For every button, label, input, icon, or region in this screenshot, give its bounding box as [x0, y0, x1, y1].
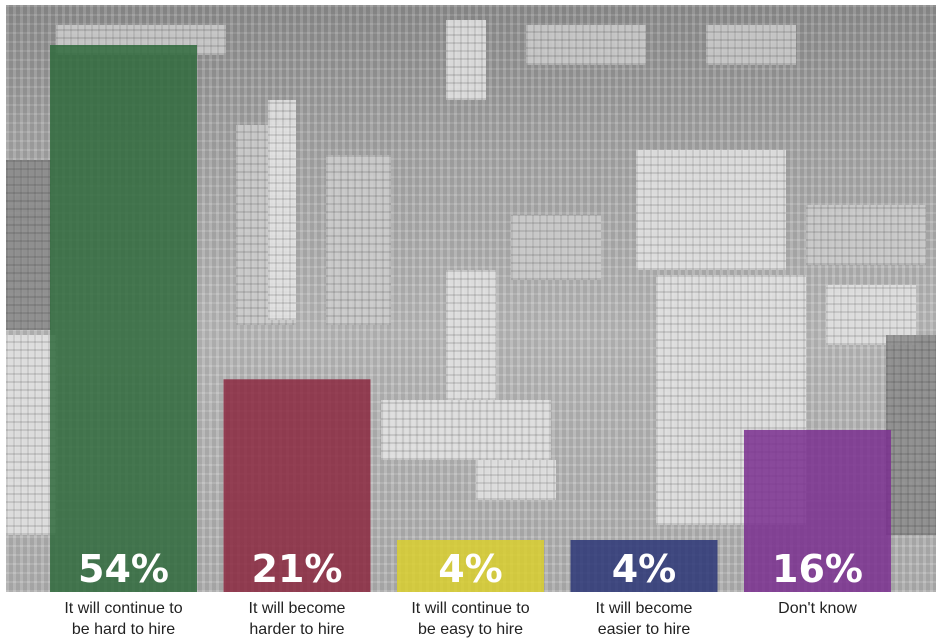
category-label-3-line-0: It will become: [596, 600, 693, 617]
category-label-2-line-1: be easy to hire: [418, 621, 523, 638]
category-label-2-line-0: It will continue to: [411, 600, 529, 617]
category-label-3-line-1: easier to hire: [598, 621, 691, 638]
bar-value-label-1: 21%: [252, 547, 343, 591]
bar-2: [397, 540, 544, 592]
bar-value-label-3: 4%: [612, 547, 677, 591]
bar-4: [744, 429, 891, 592]
category-label-0-line-1: be hard to hire: [72, 621, 175, 638]
bar-value-label-2: 4%: [438, 547, 503, 591]
category-label-1-line-1: harder to hire: [249, 621, 344, 638]
bar-value-label-0: 54%: [78, 547, 169, 591]
bar-value-label-4: 16%: [772, 547, 863, 591]
category-label-0-line-0: It will continue to: [64, 600, 182, 617]
category-label-4-line-0: Don't know: [778, 600, 857, 617]
bar-1: [223, 379, 371, 592]
bar-0: [50, 45, 197, 592]
bar-3: [570, 540, 718, 592]
category-label-1-line-0: It will become: [249, 600, 346, 617]
